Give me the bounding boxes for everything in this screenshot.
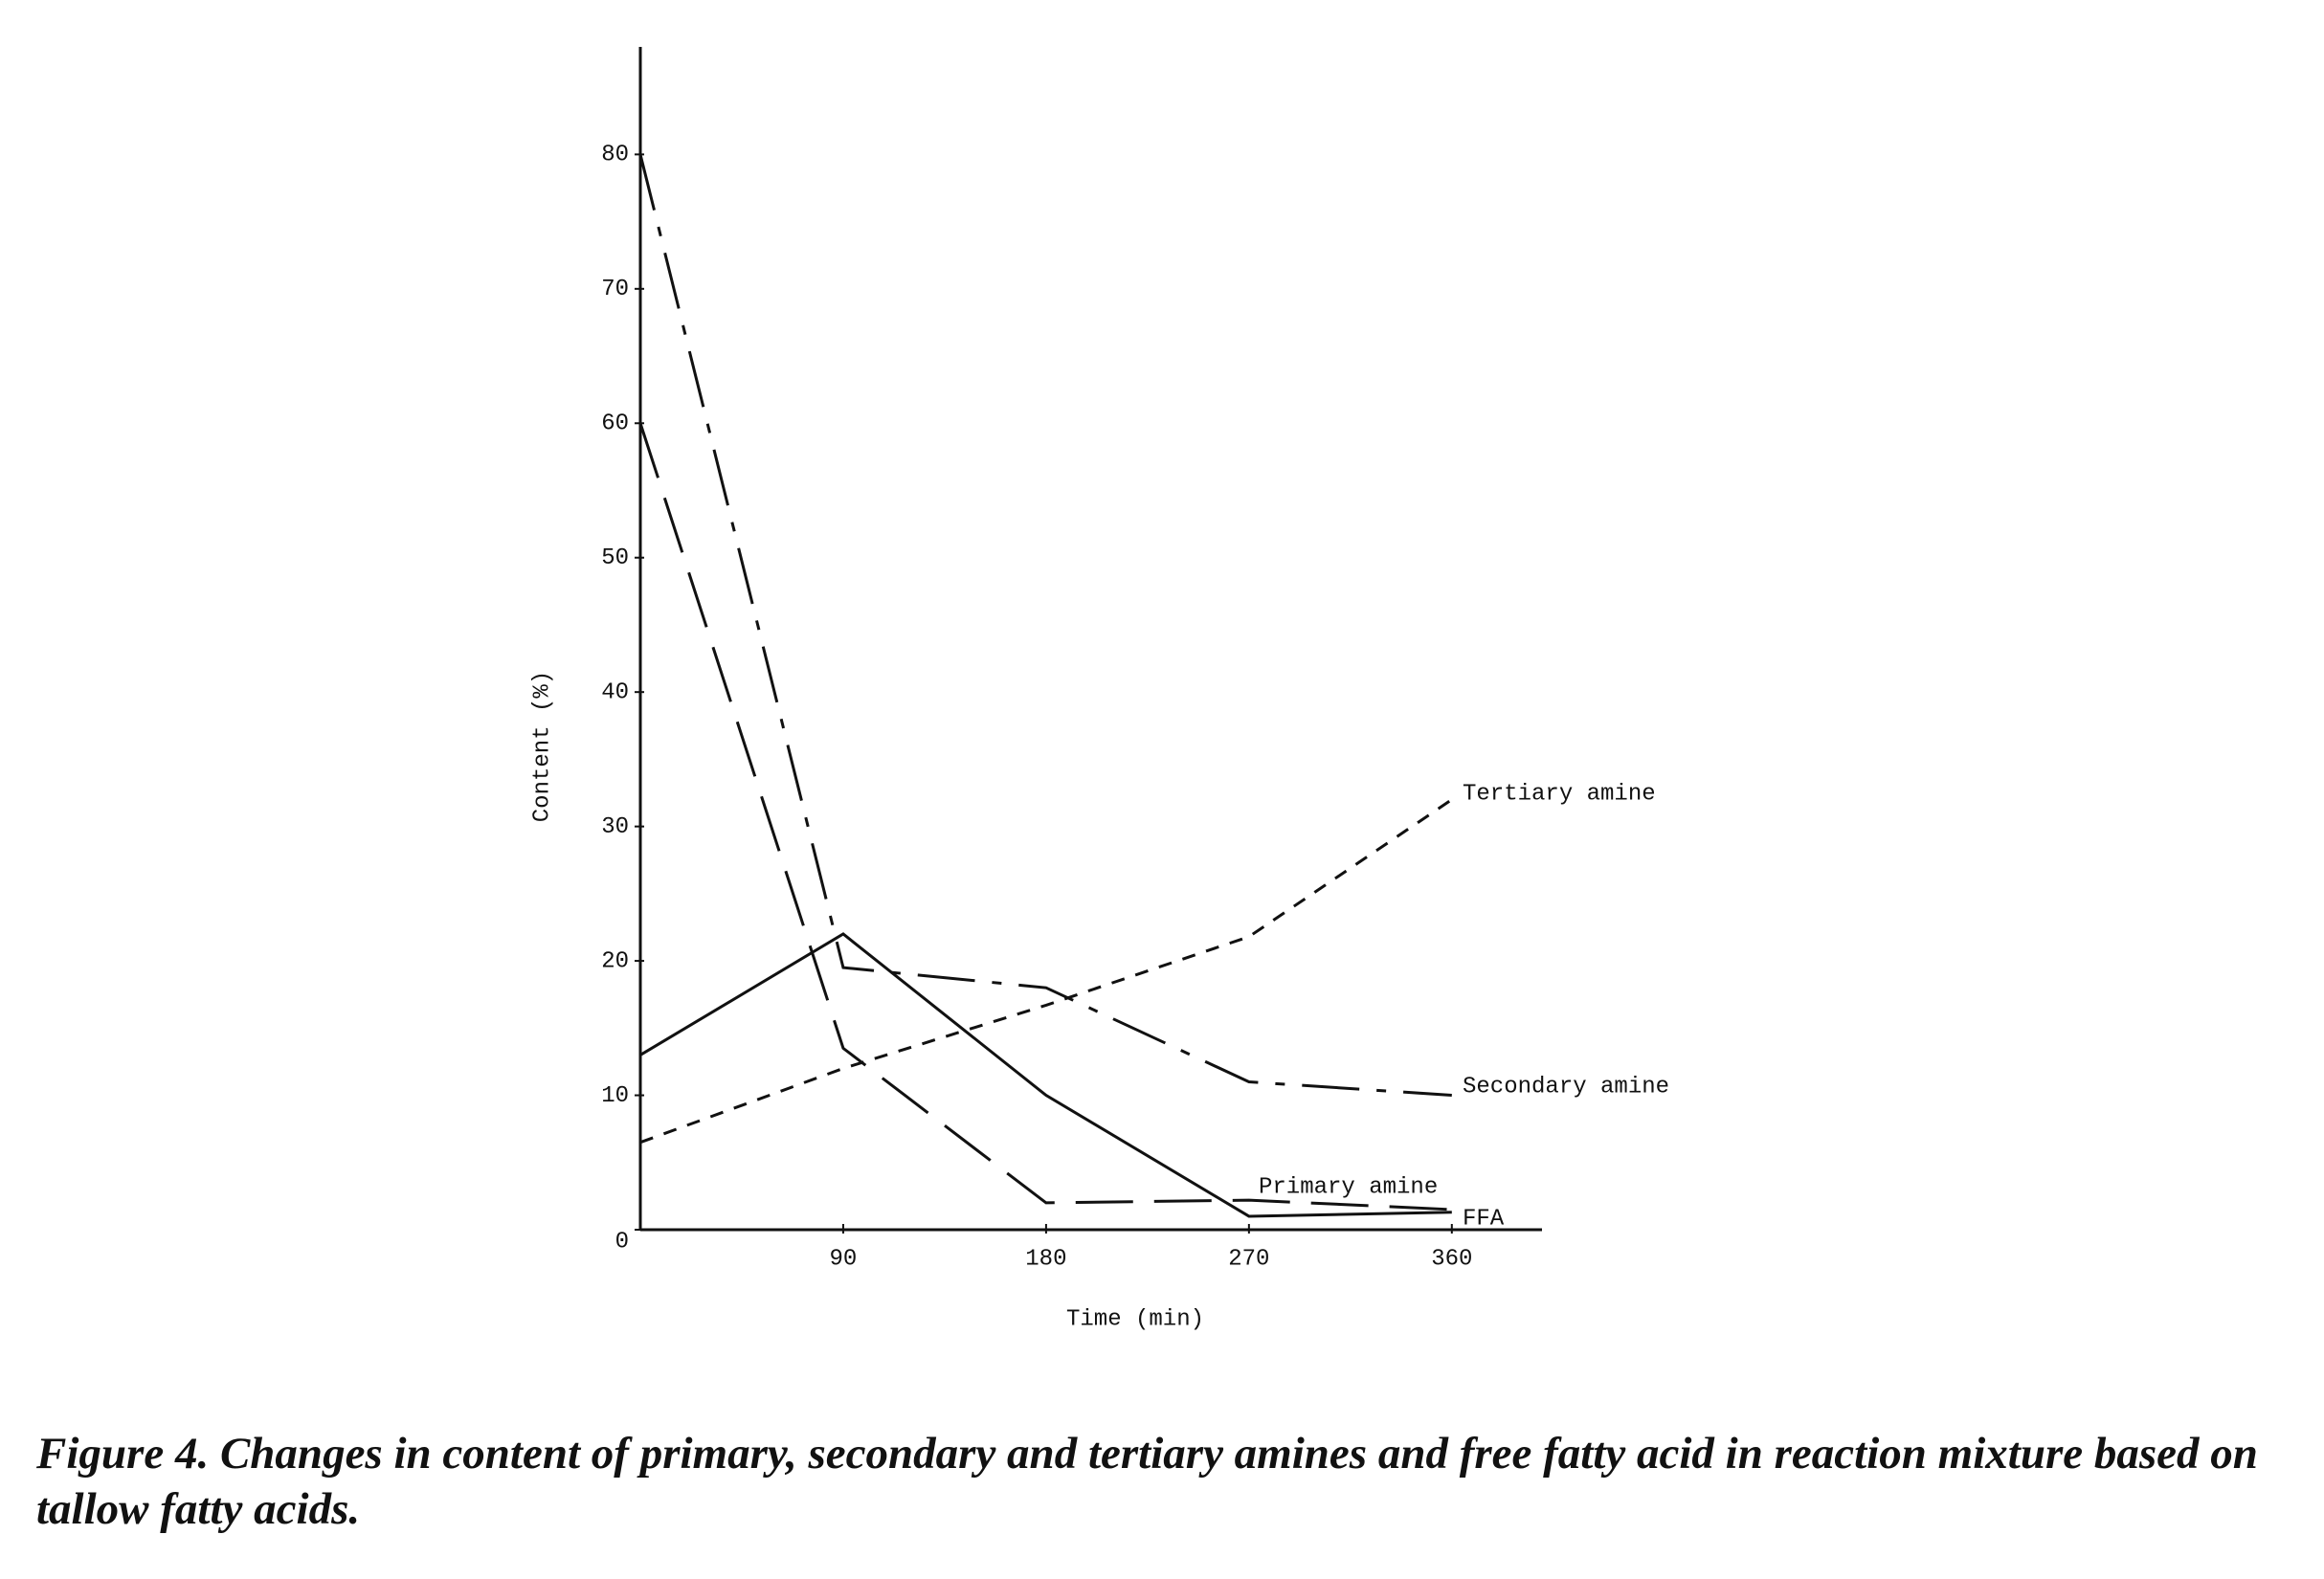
- y-tick-label: 80: [601, 143, 629, 168]
- series-line: [638, 154, 1452, 1098]
- x-tick-label: 270: [1228, 1246, 1269, 1272]
- series-label: Tertiary amine: [1463, 781, 1656, 807]
- series-label: Secondary amine: [1463, 1074, 1669, 1100]
- series-label: Primary amine: [1259, 1174, 1438, 1200]
- series-line: [638, 422, 1452, 1212]
- y-tick-label: 40: [601, 680, 629, 706]
- y-tick-label: 0: [615, 1229, 629, 1255]
- y-tick-label: 10: [601, 1083, 629, 1109]
- x-tick-label: 360: [1431, 1246, 1472, 1272]
- y-tick-label: 60: [601, 411, 629, 437]
- series-label: FFA: [1463, 1206, 1505, 1232]
- y-tick-label: 20: [601, 948, 629, 974]
- series-line: [639, 932, 1452, 1218]
- y-tick-label: 70: [601, 277, 629, 302]
- x-tick-label: 180: [1025, 1246, 1066, 1272]
- chart: Content (%) Time (min) 0 10 20 30 40 50 60 70 80…: [529, 47, 1669, 1332]
- x-tick-label: 90: [830, 1246, 858, 1272]
- y-tick-label: 50: [601, 545, 629, 571]
- x-axis-label: Time (min): [1066, 1306, 1204, 1332]
- figure-caption: Figure 4. Changes in content of primary,…: [36, 1429, 2258, 1534]
- y-tick-label: 30: [601, 814, 629, 840]
- y-axis-label: Content (%): [529, 671, 555, 822]
- series-line: [639, 798, 1453, 1145]
